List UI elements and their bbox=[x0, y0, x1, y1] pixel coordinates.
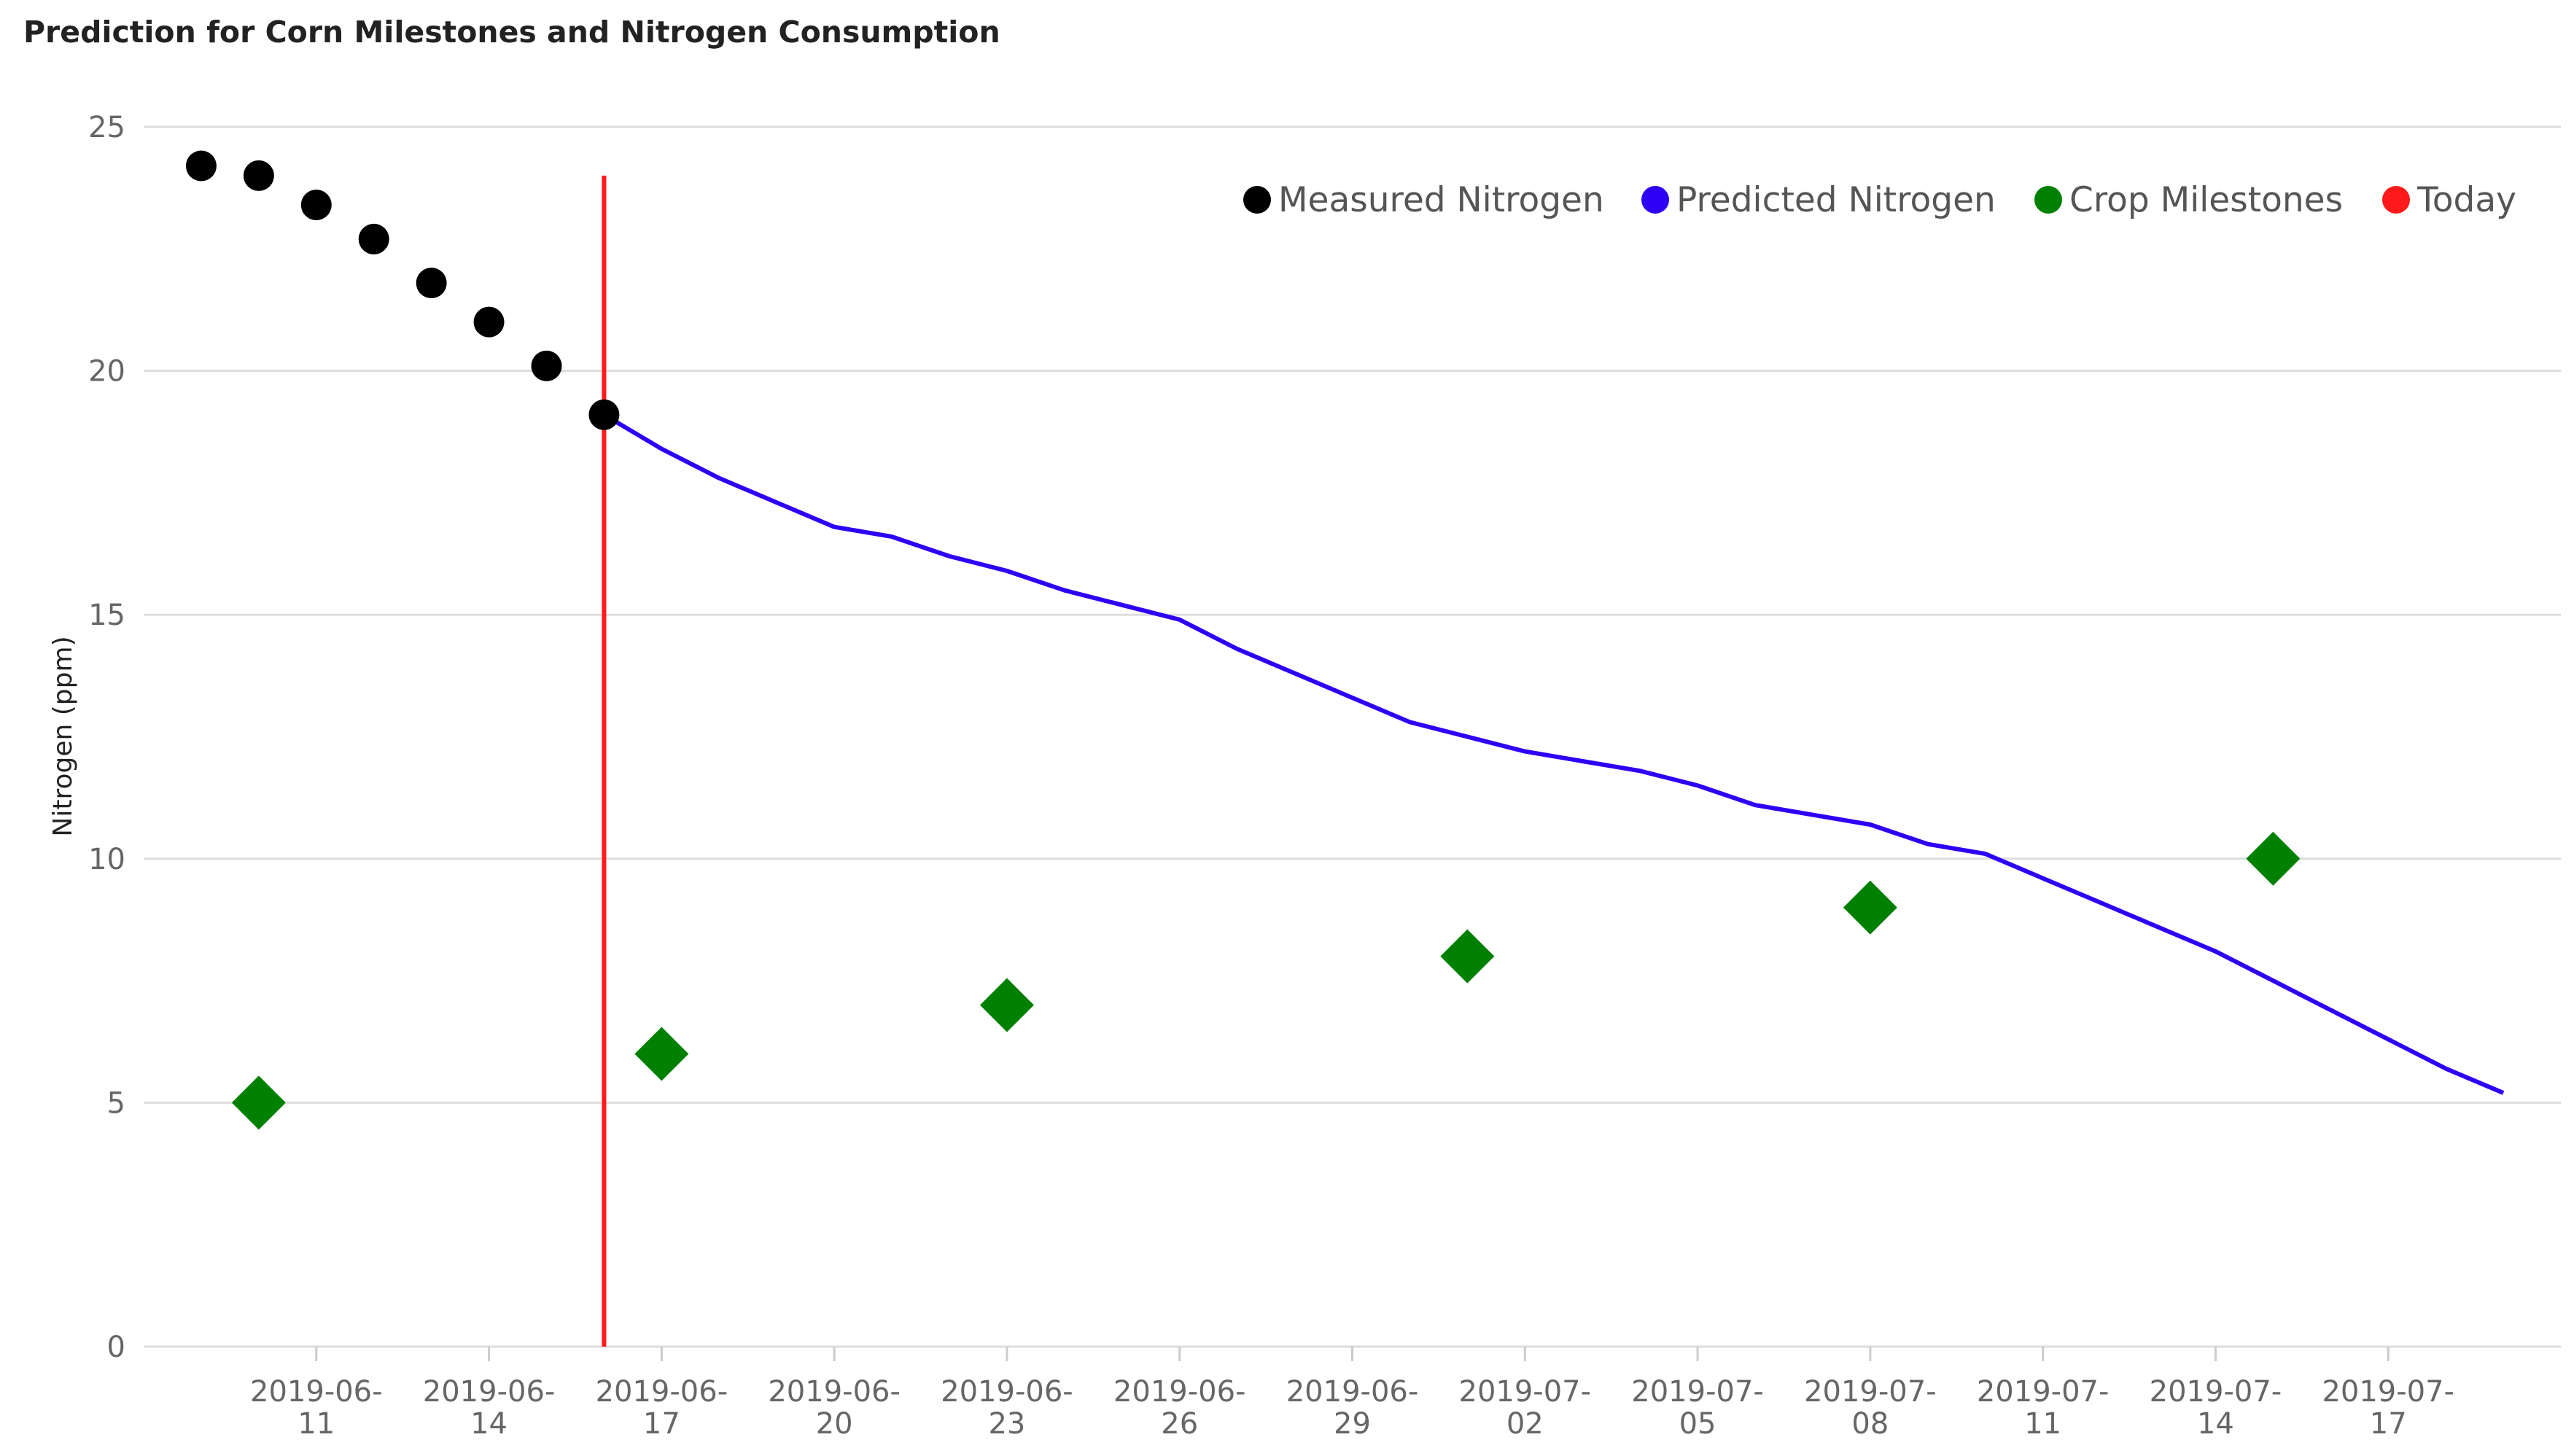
legend-item[interactable]: Predicted Nitrogen bbox=[1641, 180, 1996, 220]
y-axis-label: Nitrogen (ppm) bbox=[48, 636, 78, 836]
y-tick-labels: 0 5 10 15 20 25 bbox=[88, 111, 125, 1364]
y-tick-label: 15 bbox=[88, 599, 125, 632]
x-tick-label: 14 bbox=[2197, 1407, 2234, 1441]
legend-item[interactable]: Today bbox=[2382, 180, 2516, 220]
legend-marker bbox=[1641, 186, 1669, 214]
legend-label: Today bbox=[2416, 180, 2516, 220]
legend-label: Crop Milestones bbox=[2069, 180, 2343, 220]
x-tick-label: 2019-06- bbox=[768, 1375, 901, 1409]
measured-nitrogen-point bbox=[243, 160, 274, 191]
predicted-nitrogen-line bbox=[602, 413, 2505, 1095]
measured-nitrogen-point bbox=[300, 190, 332, 221]
crop-milestone-point bbox=[231, 1075, 286, 1130]
y-tick-label: 0 bbox=[107, 1331, 125, 1364]
series-measured-nitrogen bbox=[185, 150, 620, 430]
x-axis bbox=[315, 1347, 2390, 1361]
legend-item[interactable]: Crop Milestones bbox=[2034, 180, 2343, 220]
x-tick-label: 17 bbox=[643, 1407, 680, 1441]
x-tick-label: 23 bbox=[988, 1407, 1025, 1441]
grid-lines bbox=[144, 125, 2561, 1348]
measured-nitrogen-point bbox=[473, 306, 505, 338]
legend-marker bbox=[2382, 186, 2410, 214]
crop-milestone-point bbox=[634, 1027, 689, 1081]
series-predicted-nitrogen bbox=[602, 413, 2505, 1095]
chart-title: Prediction for Corn Milestones and Nitro… bbox=[23, 15, 1000, 50]
x-tick-label: 2019-06- bbox=[596, 1375, 728, 1409]
x-tick-label: 02 bbox=[1506, 1407, 1544, 1441]
measured-nitrogen-point bbox=[358, 223, 389, 254]
legend[interactable]: Measured Nitrogen Predicted Nitrogen Crop … bbox=[1243, 180, 2516, 220]
legend-item[interactable]: Measured Nitrogen bbox=[1243, 180, 1604, 220]
crop-milestone-point bbox=[979, 978, 1034, 1032]
crop-milestone-point bbox=[1843, 880, 1897, 935]
legend-marker bbox=[1243, 186, 1271, 214]
y-tick-label: 5 bbox=[107, 1086, 125, 1120]
x-tick-label: 17 bbox=[2370, 1407, 2407, 1441]
y-tick-label: 10 bbox=[88, 843, 125, 876]
x-tick-label: 2019-07- bbox=[1459, 1375, 1592, 1409]
x-tick-label: 26 bbox=[1161, 1407, 1198, 1441]
measured-nitrogen-point bbox=[588, 399, 620, 430]
series-crop-milestones bbox=[231, 831, 2301, 1130]
crop-milestone-point bbox=[2246, 831, 2301, 886]
x-tick-label: 05 bbox=[1679, 1407, 1716, 1441]
y-tick-label: 20 bbox=[88, 355, 125, 389]
x-tick-label: 2019-06- bbox=[941, 1375, 1073, 1409]
x-tick-label: 08 bbox=[1851, 1407, 1889, 1441]
x-tick-label: 29 bbox=[1334, 1407, 1371, 1441]
x-tick-label: 2019-07- bbox=[2150, 1375, 2282, 1409]
measured-nitrogen-point bbox=[185, 150, 217, 182]
legend-label: Measured Nitrogen bbox=[1278, 180, 1604, 220]
legend-marker bbox=[2034, 186, 2062, 214]
crop-milestone-point bbox=[1440, 929, 1495, 984]
x-tick-label: 2019-07- bbox=[1631, 1375, 1764, 1409]
x-tick-label: 11 bbox=[298, 1407, 335, 1441]
x-tick-label: 14 bbox=[470, 1407, 508, 1441]
legend-label: Predicted Nitrogen bbox=[1676, 180, 1996, 220]
x-tick-label: 2019-07- bbox=[1804, 1375, 1937, 1409]
y-tick-label: 25 bbox=[88, 111, 125, 144]
x-tick-label: 20 bbox=[816, 1407, 853, 1441]
measured-nitrogen-point bbox=[416, 268, 447, 299]
x-tick-label: 2019-06- bbox=[250, 1375, 383, 1409]
x-tick-label: 2019-07- bbox=[2322, 1375, 2454, 1409]
x-tick-label: 2019-06- bbox=[423, 1375, 556, 1409]
x-tick-label: 2019-07- bbox=[1977, 1375, 2110, 1409]
x-tick-labels: 2019-06-112019-06-142019-06-172019-06-20… bbox=[250, 1375, 2454, 1441]
x-tick-label: 11 bbox=[2024, 1407, 2061, 1441]
x-tick-label: 2019-06- bbox=[1113, 1375, 1246, 1409]
x-tick-label: 2019-06- bbox=[1286, 1375, 1419, 1409]
measured-nitrogen-point bbox=[531, 350, 562, 381]
